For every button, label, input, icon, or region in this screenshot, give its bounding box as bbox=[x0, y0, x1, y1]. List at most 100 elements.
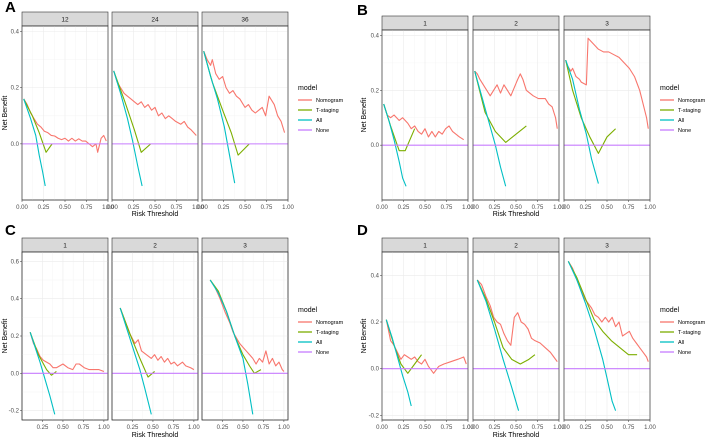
x-tick-label: 0.25 bbox=[580, 425, 592, 431]
facet-strip-label: 1 bbox=[63, 242, 67, 249]
x-tick-label: 0.25 bbox=[128, 205, 140, 211]
y-tick-label: 0.0 bbox=[371, 143, 380, 149]
x-tick-label: 0.75 bbox=[532, 425, 544, 431]
chart-A: A 12 0.00 0.25 0.50 0.75 1.00 0.0 0.2 0.4 24 0.00 0.… bbox=[2, 0, 344, 218]
series-group bbox=[202, 51, 288, 184]
panel-letter: D bbox=[357, 222, 368, 239]
legend-label: T-staging bbox=[678, 108, 701, 114]
y-axis-title: Net Benefit bbox=[2, 319, 9, 354]
legend-item: All bbox=[660, 340, 684, 346]
x-tick-label: 1.00 bbox=[98, 425, 110, 431]
x-tick-label: 1.00 bbox=[192, 205, 204, 211]
x-tick-label: 0.50 bbox=[149, 205, 161, 211]
series-group bbox=[22, 98, 108, 187]
series-group bbox=[382, 103, 468, 187]
legend-label: None bbox=[678, 350, 691, 356]
legend-item: None bbox=[298, 350, 329, 356]
series-group bbox=[112, 70, 198, 187]
x-tick-label: 0.75 bbox=[441, 425, 453, 431]
y-tick-label: 0.4 bbox=[11, 297, 20, 303]
legend-item: Nomogram bbox=[660, 320, 706, 326]
facet-panel: 3 0.00 0.25 0.50 0.75 1.00 bbox=[558, 15, 656, 211]
series-line-all bbox=[383, 103, 407, 187]
legend-item: T-staging bbox=[298, 330, 339, 336]
y-tick-label: 0.4 bbox=[371, 33, 380, 39]
legend: model Nomogram T-staging All None bbox=[660, 307, 706, 356]
facet-strip-label: 3 bbox=[605, 242, 609, 249]
x-tick-label: 1.00 bbox=[462, 205, 474, 211]
x-tick-label: 0.25 bbox=[38, 205, 50, 211]
x-tick-label: 0.00 bbox=[16, 205, 28, 211]
legend-label: Nomogram bbox=[316, 320, 344, 326]
facet-strip-label: 12 bbox=[61, 16, 69, 23]
facet-panel: 2 0.25 0.50 0.75 1.00 bbox=[111, 237, 200, 431]
x-tick-label: 0.25 bbox=[398, 205, 410, 211]
facet-strip-label: 3 bbox=[605, 20, 609, 27]
legend-label: Nomogram bbox=[678, 98, 706, 104]
legend-label: None bbox=[316, 350, 329, 356]
legend-item: All bbox=[660, 118, 684, 124]
x-tick-label: 0.50 bbox=[601, 425, 613, 431]
x-tick-label: 0.75 bbox=[171, 205, 183, 211]
x-tick-label: 0.50 bbox=[601, 205, 613, 211]
legend-item: None bbox=[298, 128, 329, 134]
x-axis-title: Risk Threshold bbox=[132, 211, 179, 218]
x-tick-label: 0.75 bbox=[81, 205, 93, 211]
legend-item: T-staging bbox=[298, 108, 339, 114]
x-tick-label: 0.25 bbox=[127, 425, 139, 431]
panel-letter: A bbox=[5, 0, 16, 16]
facet-panel: 24 0.00 0.25 0.50 0.75 1.00 bbox=[106, 11, 204, 211]
series-group bbox=[112, 307, 198, 415]
x-tick-label: 0.50 bbox=[59, 205, 71, 211]
facet-panel: 3 0.25 0.50 0.75 1.00 bbox=[201, 237, 290, 431]
x-axis-title: Risk Threshold bbox=[132, 432, 179, 439]
x-tick-label: 0.50 bbox=[419, 425, 431, 431]
y-axis-title: Net Benefit bbox=[361, 319, 368, 354]
legend-label: All bbox=[316, 340, 322, 346]
x-tick-label: 1.00 bbox=[644, 425, 656, 431]
series-line-all bbox=[119, 307, 152, 415]
x-tick-label: 0.50 bbox=[57, 425, 69, 431]
series-line-nomogram bbox=[474, 70, 558, 129]
x-tick-label: 0.75 bbox=[441, 205, 453, 211]
series-line-t-staging bbox=[23, 98, 53, 153]
legend-label: All bbox=[678, 340, 684, 346]
y-tick-label: 0.4 bbox=[371, 273, 380, 279]
x-tick-label: 0.75 bbox=[78, 425, 90, 431]
series-line-all bbox=[29, 332, 56, 415]
y-tick-label: 0.2 bbox=[11, 86, 20, 92]
legend-item: T-staging bbox=[660, 108, 701, 114]
series-line-t-staging bbox=[119, 307, 155, 378]
series-line-t-staging bbox=[476, 279, 536, 365]
plot-border bbox=[201, 251, 289, 421]
series-line-nomogram bbox=[29, 332, 105, 372]
legend-item: T-staging bbox=[660, 330, 701, 336]
facet-strip-label: 24 bbox=[151, 16, 159, 23]
x-tick-label: 0.00 bbox=[106, 205, 118, 211]
series-group bbox=[564, 37, 650, 184]
legend-title: model bbox=[660, 307, 680, 314]
legend: model Nomogram T-staging All None bbox=[660, 85, 706, 134]
panel-letter: B bbox=[357, 2, 368, 19]
series-line-all bbox=[476, 279, 520, 411]
x-tick-label: 0.25 bbox=[580, 205, 592, 211]
series-group bbox=[22, 332, 108, 415]
legend-title: model bbox=[660, 85, 680, 92]
facet-strip-label: 1 bbox=[423, 242, 427, 249]
x-tick-label: 1.00 bbox=[102, 205, 114, 211]
series-group bbox=[564, 261, 650, 411]
chart-C: C 1 0.25 0.50 0.75 1.00 -0.2 0.0 0.2 0.4 0.6 2 0.25 0… bbox=[2, 222, 344, 439]
facet-panel: 36 0.00 0.25 0.50 0.75 1.00 bbox=[196, 11, 294, 211]
series-line-t-staging bbox=[209, 279, 262, 374]
series-line-t-staging bbox=[113, 70, 152, 153]
y-tick-label: 0.0 bbox=[371, 367, 380, 373]
legend-item: All bbox=[298, 118, 322, 124]
series-line-nomogram bbox=[209, 279, 285, 372]
y-tick-label: -0.2 bbox=[369, 413, 380, 419]
y-tick-label: 0.0 bbox=[11, 142, 20, 148]
facet-strip-label: 36 bbox=[241, 16, 249, 23]
series-line-t-staging bbox=[565, 60, 616, 154]
facet-panel: 2 0.00 0.25 0.50 0.75 1.00 bbox=[467, 237, 565, 431]
facet-panel: 1 0.00 0.25 0.50 0.75 1.00 0.0 0.2 0.4 bbox=[371, 15, 474, 211]
